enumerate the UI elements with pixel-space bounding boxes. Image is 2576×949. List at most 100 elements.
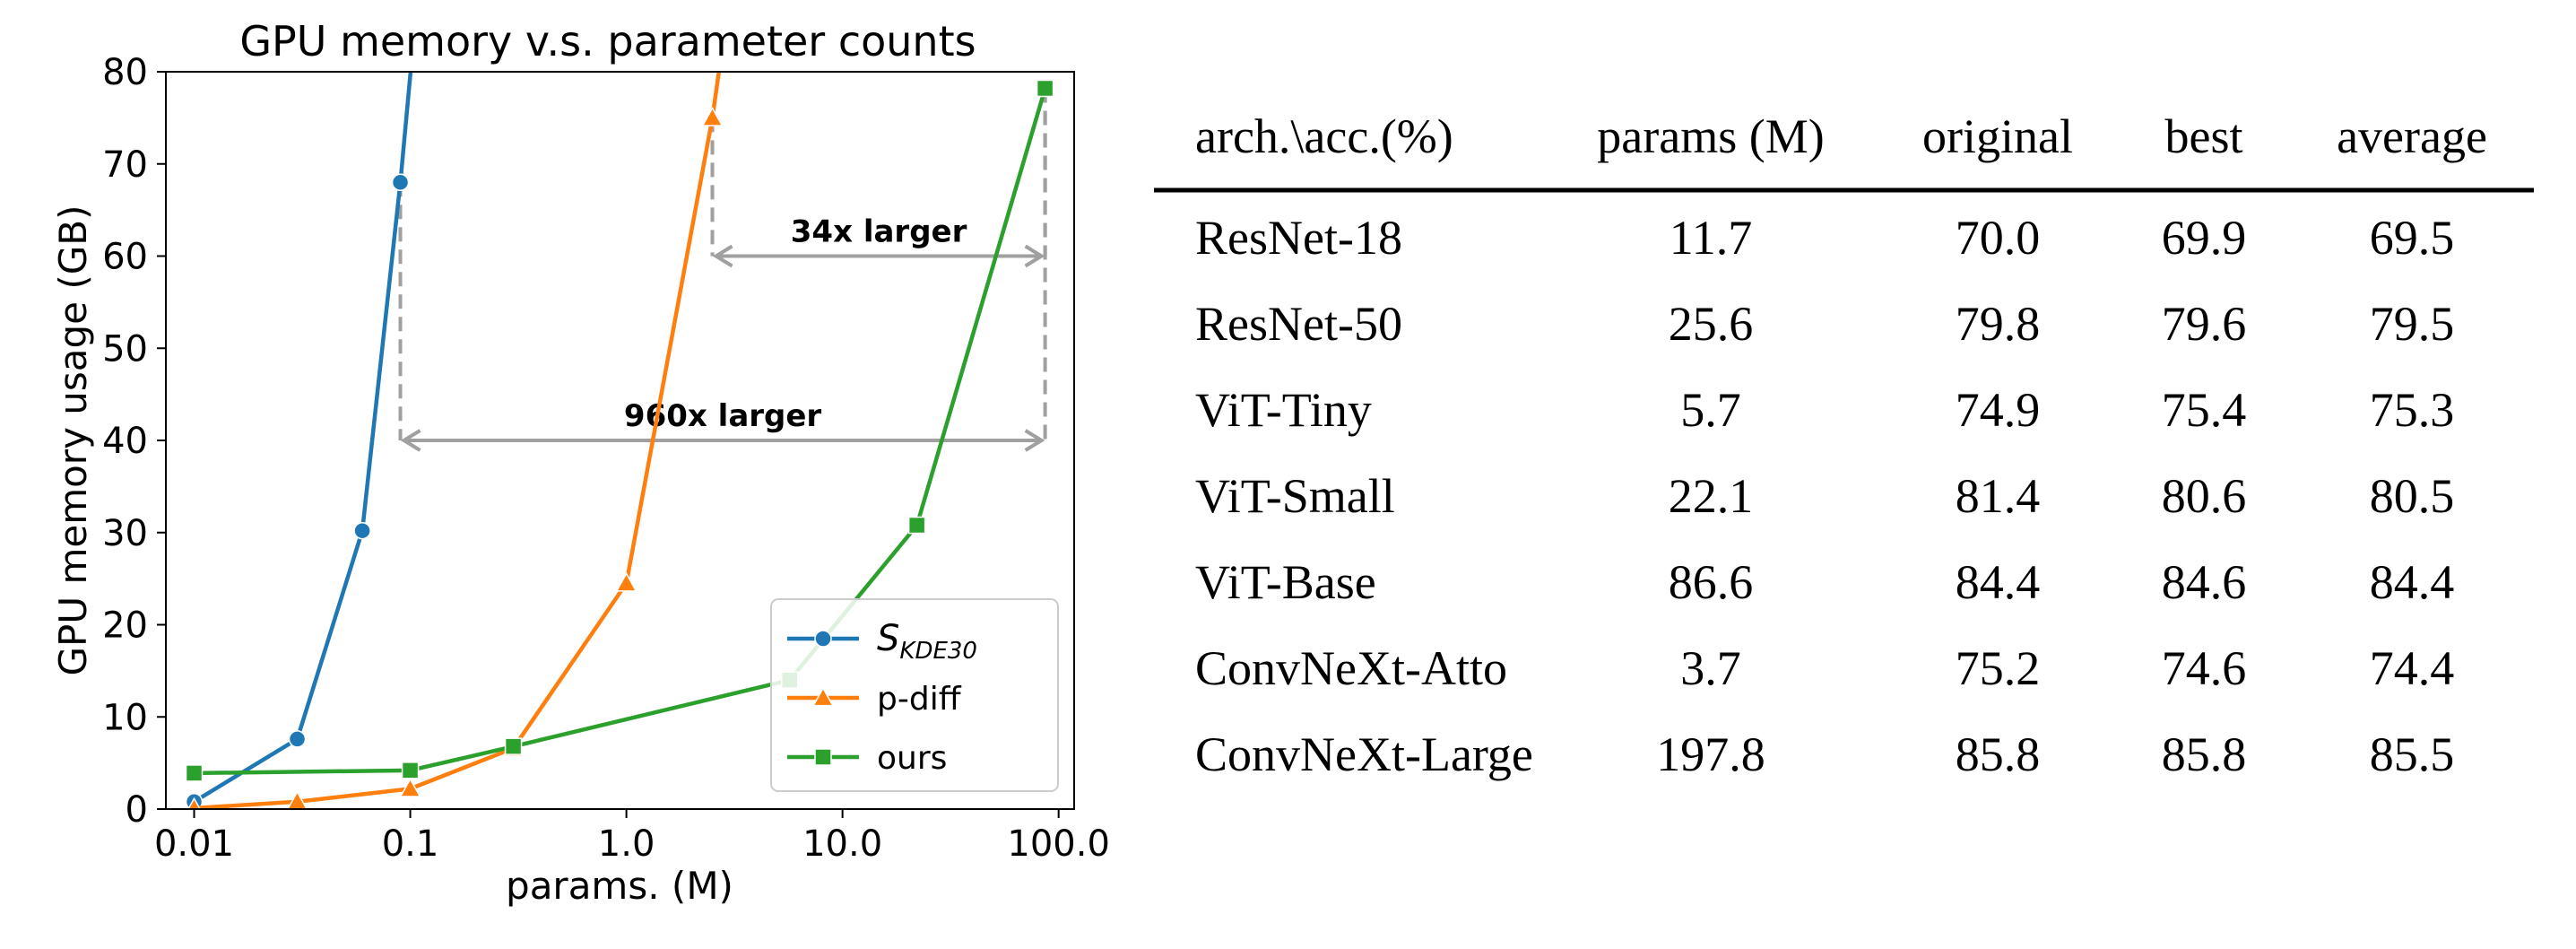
data-point <box>814 748 832 766</box>
data-point <box>391 173 410 192</box>
table-cell: 75.3 <box>2370 383 2455 437</box>
annotation-960x: 960x larger <box>398 88 1047 452</box>
table-cell: 84.4 <box>1956 555 2041 609</box>
data-point <box>504 737 523 755</box>
series-skde30 <box>185 72 413 809</box>
legend: SKDE30 p-diff ours <box>770 598 1059 792</box>
table-cell: 81.4 <box>1956 469 2041 523</box>
table-cell: 25.6 <box>1669 297 1754 351</box>
table-cell: 80.6 <box>2162 469 2247 523</box>
table-row: ViT-Small 22.1 81.4 80.6 80.5 <box>1195 469 2454 523</box>
table-cell: 69.5 <box>2370 211 2455 265</box>
table-cell: 85.8 <box>1956 727 2041 781</box>
table-cell: 79.8 <box>1956 297 2041 351</box>
table-row: ResNet-50 25.6 79.8 79.6 79.5 <box>1195 297 2454 351</box>
y-tick-label: 30 <box>102 513 148 554</box>
table-cell: 80.5 <box>2370 469 2455 523</box>
x-tick-label: 100.0 <box>1007 823 1110 865</box>
table-row: ConvNeXt-Large 197.8 85.8 85.8 85.5 <box>1195 727 2454 781</box>
legend-label: ours <box>877 740 947 777</box>
data-point <box>187 797 201 809</box>
table-cell: 11.7 <box>1670 211 1753 265</box>
x-tick-label: 0.01 <box>154 823 234 865</box>
arrowhead-left <box>400 429 421 452</box>
x-tick-label: 0.1 <box>382 823 439 865</box>
y-tick-label: 20 <box>102 605 148 647</box>
results-table: arch.\acc.(%) params (M) original best avera… <box>1154 109 2534 781</box>
series-line <box>194 87 1047 776</box>
x-tick-label: 1.0 <box>598 823 655 865</box>
table-header: arch.\acc.(%) params (M) original best avera… <box>1195 109 2487 163</box>
legend-label: SKDE30 <box>877 618 977 665</box>
table-cell: 22.1 <box>1669 469 1754 523</box>
table-row: ConvNeXt-Atto 3.7 75.2 74.6 74.4 <box>1195 641 2454 695</box>
series-line <box>193 72 413 804</box>
y-tick-label: 10 <box>102 697 148 738</box>
legend-entry: SKDE30 <box>787 618 977 665</box>
arrowhead-right <box>1024 429 1045 452</box>
y-tick-label: 70 <box>102 144 148 186</box>
data-point <box>353 521 371 540</box>
data-point <box>399 778 421 797</box>
table-cell: 5.7 <box>1680 383 1741 437</box>
table-cell: 75.2 <box>1956 641 2041 695</box>
table-cell: 74.6 <box>2162 641 2247 695</box>
table-cell: 84.6 <box>2162 555 2247 609</box>
table-cell: ViT-Tiny <box>1195 383 1372 437</box>
arrowhead-right <box>1024 244 1045 268</box>
data-point <box>811 686 835 707</box>
y-tick-label: 60 <box>102 237 148 278</box>
x-tick-label: 10.0 <box>802 823 882 865</box>
table-row: ResNet-18 11.7 70.0 69.9 69.5 <box>1195 211 2454 265</box>
table-cell: 79.5 <box>2370 297 2455 351</box>
table-cell: ConvNeXt-Large <box>1195 727 1533 781</box>
series-layer <box>185 72 1054 809</box>
legend-box <box>770 598 1059 792</box>
chart-title: GPU memory v.s. parameter counts <box>239 17 976 65</box>
legend-label: p-diff <box>877 681 962 718</box>
table-cell: ViT-Small <box>1195 469 1395 523</box>
legend-entry: ours <box>787 740 947 777</box>
table-row: ViT-Base 86.6 84.4 84.6 84.4 <box>1195 555 2454 609</box>
y-tick-label: 50 <box>102 328 148 370</box>
table-cell: 70.0 <box>1956 211 2041 265</box>
y-axis-title: GPU memory usage (GB) <box>51 205 95 675</box>
table-header-cell: original <box>1922 109 2073 163</box>
table-cell: ResNet-50 <box>1195 297 1402 351</box>
annotation-34x: 34x larger <box>710 88 1047 268</box>
data-point <box>185 764 204 782</box>
table-cell: ConvNeXt-Atto <box>1195 641 1507 695</box>
data-point <box>287 790 308 809</box>
annotation-label: 34x larger <box>791 214 967 250</box>
data-point <box>907 516 926 535</box>
data-point <box>814 630 832 648</box>
table-cell: 197.8 <box>1656 727 1765 781</box>
table-row: ViT-Tiny 5.7 74.9 75.4 75.3 <box>1195 383 2454 437</box>
table-cell: ViT-Base <box>1195 555 1376 609</box>
arrowhead-left <box>712 244 733 268</box>
y-tick-label: 80 <box>102 52 148 93</box>
table-header-cell: average <box>2337 109 2487 163</box>
table-cell: 84.4 <box>2370 555 2455 609</box>
table-header-cell: arch.\acc.(%) <box>1195 109 1453 163</box>
data-point <box>401 762 420 779</box>
y-tick-label: 40 <box>102 421 148 462</box>
y-tick-label: 0 <box>126 789 148 831</box>
table-header-cell: best <box>2165 109 2243 163</box>
table-cell: 85.5 <box>2370 727 2455 781</box>
table-header-cell: params (M) <box>1597 109 1824 163</box>
table-cell: 3.7 <box>1680 641 1741 695</box>
table-cell: 75.4 <box>2162 383 2247 437</box>
table-cell: 79.6 <box>2162 297 2247 351</box>
data-point <box>615 571 637 592</box>
data-point <box>701 107 724 126</box>
table-cell: 74.4 <box>2370 641 2455 695</box>
table-cell: 69.9 <box>2162 211 2247 265</box>
table-cell: 86.6 <box>1669 555 1754 609</box>
legend-entry: p-diff <box>787 681 962 718</box>
axes: 0.01 0.1 1.0 10.0 100.0 0 10 20 30 40 50 60 70 80 <box>102 52 1110 865</box>
data-point <box>1036 79 1054 98</box>
x-axis-title: params. (M) <box>506 864 733 908</box>
